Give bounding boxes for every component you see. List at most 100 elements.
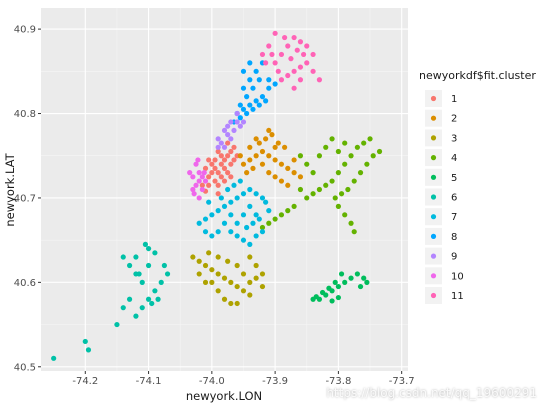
x-tick-label: -74.0 (199, 376, 225, 387)
legend-swatch-9 (430, 253, 437, 259)
legend-swatch-6 (430, 194, 437, 200)
data-point-cluster-2 (256, 140, 262, 146)
legend-swatch-11 (430, 292, 437, 299)
data-point-cluster-2 (297, 174, 304, 180)
data-point-cluster-6 (145, 296, 152, 302)
data-point-cluster-2 (266, 153, 272, 159)
data-point-cluster-10 (191, 191, 197, 197)
legend-swatch-7 (430, 214, 437, 220)
data-point-cluster-8 (244, 110, 250, 117)
data-point-cluster-4 (354, 144, 360, 150)
data-point-cluster-2 (272, 157, 278, 163)
data-point-cluster-8 (266, 77, 272, 83)
data-point-cluster-8 (247, 60, 253, 66)
data-point-cluster-9 (240, 119, 247, 125)
data-point-cluster-6 (155, 296, 161, 302)
legend-label-6: 6 (451, 193, 457, 204)
data-point-cluster-1 (212, 178, 218, 184)
data-point-cluster-4 (310, 170, 316, 176)
legend-swatch-4 (430, 155, 437, 161)
data-point-cluster-3 (190, 254, 196, 260)
data-point-cluster-1 (218, 153, 224, 159)
data-point-cluster-11 (294, 47, 300, 53)
data-point-cluster-11 (275, 68, 281, 74)
data-point-cluster-8 (266, 85, 272, 91)
data-point-cluster-9 (215, 144, 221, 150)
data-point-cluster-7 (202, 216, 209, 222)
data-point-cluster-1 (202, 165, 209, 171)
data-point-cluster-6 (85, 347, 92, 353)
data-point-cluster-4 (335, 170, 341, 176)
data-point-cluster-9 (225, 132, 231, 138)
data-point-cluster-3 (228, 279, 234, 285)
data-point-cluster-7 (237, 178, 243, 184)
data-point-cluster-1 (228, 161, 234, 167)
data-point-cluster-1 (225, 170, 231, 176)
data-point-cluster-7 (215, 208, 221, 214)
data-point-cluster-6 (139, 279, 145, 285)
data-point-cluster-7 (234, 220, 240, 226)
data-point-cluster-5 (364, 279, 370, 285)
data-point-cluster-7 (228, 229, 234, 235)
data-point-cluster-6 (149, 300, 155, 307)
data-point-cluster-5 (338, 271, 345, 277)
data-point-cluster-2 (282, 144, 288, 150)
data-point-cluster-8 (256, 77, 262, 83)
data-point-cluster-7 (240, 237, 247, 243)
data-point-cluster-2 (291, 170, 297, 176)
data-point-cluster-1 (231, 157, 237, 163)
data-point-cluster-3 (202, 279, 209, 285)
data-point-cluster-10 (196, 195, 202, 201)
data-point-cluster-1 (206, 182, 212, 188)
data-point-cluster-11 (288, 56, 294, 62)
data-point-cluster-8 (256, 102, 262, 108)
data-point-cluster-3 (215, 254, 221, 260)
data-point-cluster-1 (215, 182, 221, 188)
y-axis-ticks: 40.5 40.6 40.7 40.8 40.9 (14, 25, 41, 373)
data-point-cluster-1 (209, 170, 215, 176)
data-point-cluster-8 (253, 98, 259, 104)
data-point-cluster-9 (231, 127, 237, 134)
data-point-cluster-2 (278, 161, 285, 167)
data-point-cluster-4 (316, 186, 323, 193)
data-point-cluster-4 (332, 195, 338, 201)
data-point-cluster-9 (237, 123, 243, 129)
data-point-cluster-7 (256, 216, 262, 222)
data-point-cluster-8 (240, 68, 247, 74)
data-point-cluster-9 (228, 136, 234, 142)
x-tick-label: -73.8 (325, 376, 351, 387)
data-point-cluster-7 (263, 199, 269, 205)
data-point-cluster-1 (206, 157, 212, 163)
data-point-cluster-5 (354, 271, 360, 277)
data-point-cluster-6 (145, 262, 152, 269)
legend-label-4: 4 (451, 153, 457, 164)
y-tick-label: 40.6 (14, 278, 36, 289)
data-point-cluster-6 (164, 271, 171, 277)
data-point-cluster-8 (263, 98, 269, 104)
data-point-cluster-9 (221, 144, 228, 150)
data-point-cluster-2 (266, 127, 272, 134)
data-point-cluster-1 (218, 161, 224, 167)
data-point-cluster-3 (234, 283, 240, 290)
data-point-cluster-4 (297, 186, 304, 193)
data-point-cluster-10 (199, 174, 205, 180)
data-point-cluster-2 (237, 153, 243, 159)
data-point-cluster-3 (209, 279, 215, 285)
data-point-cluster-3 (221, 275, 228, 281)
data-point-cluster-7 (228, 199, 234, 205)
data-point-cluster-7 (225, 186, 231, 193)
legend-label-8: 8 (451, 232, 457, 243)
data-point-cluster-7 (253, 233, 259, 239)
data-point-cluster-11 (263, 60, 269, 66)
data-point-cluster-6 (133, 254, 139, 260)
legend-label-9: 9 (451, 252, 457, 263)
data-point-cluster-11 (282, 34, 288, 41)
data-point-cluster-9 (234, 119, 240, 125)
data-point-cluster-5 (310, 296, 316, 302)
data-point-cluster-5 (332, 279, 338, 285)
data-point-cluster-2 (259, 148, 266, 155)
data-point-cluster-2 (240, 161, 247, 167)
data-point-cluster-7 (231, 182, 237, 188)
data-point-cluster-1 (225, 153, 231, 159)
data-point-cluster-7 (202, 229, 209, 235)
